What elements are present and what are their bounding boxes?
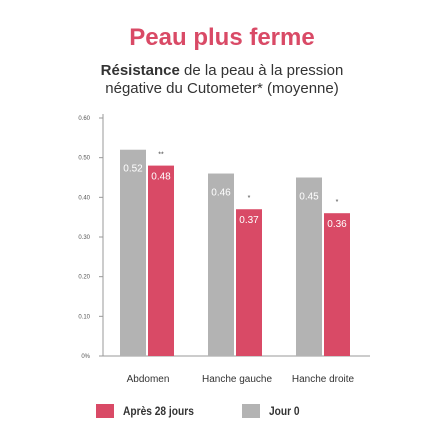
significance-marker: * xyxy=(248,195,251,202)
data-label-jour0: 0.52 xyxy=(123,164,143,175)
data-label-apres28: 0.37 xyxy=(239,215,259,226)
y-tick-label: 0.60 xyxy=(78,116,90,122)
chart-title: Peau plus ferme xyxy=(129,24,315,51)
y-tick-label: 0.50 xyxy=(78,156,90,162)
legend-label-apres: Après 28 jours xyxy=(123,404,194,418)
data-label-jour0: 0.46 xyxy=(211,188,231,199)
bar-apres28 xyxy=(236,209,262,356)
subtitle-bold: Résistance xyxy=(100,62,180,79)
y-tick-label: 0.20 xyxy=(78,275,90,281)
legend-item-jour0: Jour 0 xyxy=(242,404,305,418)
y-tick-label: 0% xyxy=(81,354,90,360)
subtitle-rest: de la peau à la pression xyxy=(179,62,344,79)
y-tick-label: 0.30 xyxy=(78,235,90,241)
category-label: Abdomen xyxy=(127,374,170,385)
bar-jour0 xyxy=(208,173,234,356)
legend-swatch-jour0 xyxy=(242,404,260,418)
y-tick-label: 0.40 xyxy=(78,195,90,201)
data-label-apres28: 0.36 xyxy=(327,219,347,230)
chart-subtitle: Résistance de la peau à la pression néga… xyxy=(0,62,444,98)
y-tick-label: 0.10 xyxy=(78,314,90,320)
bar-chart: 0%0.100.200.300.400.500.600.520.48**Abdo… xyxy=(78,114,370,385)
category-label: Hanche droite xyxy=(292,374,355,385)
chart-legend: Après 28 jours Jour 0 xyxy=(0,404,444,424)
significance-marker: * xyxy=(336,199,339,206)
bar-jour0 xyxy=(120,149,146,356)
bar-apres28 xyxy=(324,213,350,356)
category-label: Hanche gauche xyxy=(202,374,272,385)
subtitle-line2: négative du Cutometer* (moyenne) xyxy=(105,80,339,97)
bar-apres28 xyxy=(148,165,174,356)
data-label-jour0: 0.45 xyxy=(299,192,319,203)
significance-marker: ** xyxy=(158,152,164,159)
legend-label-jour0: Jour 0 xyxy=(269,404,300,418)
legend-swatch-apres xyxy=(96,404,114,418)
bar-jour0 xyxy=(296,177,322,356)
data-label-apres28: 0.48 xyxy=(151,172,171,183)
legend-item-apres: Après 28 jours xyxy=(96,404,206,418)
